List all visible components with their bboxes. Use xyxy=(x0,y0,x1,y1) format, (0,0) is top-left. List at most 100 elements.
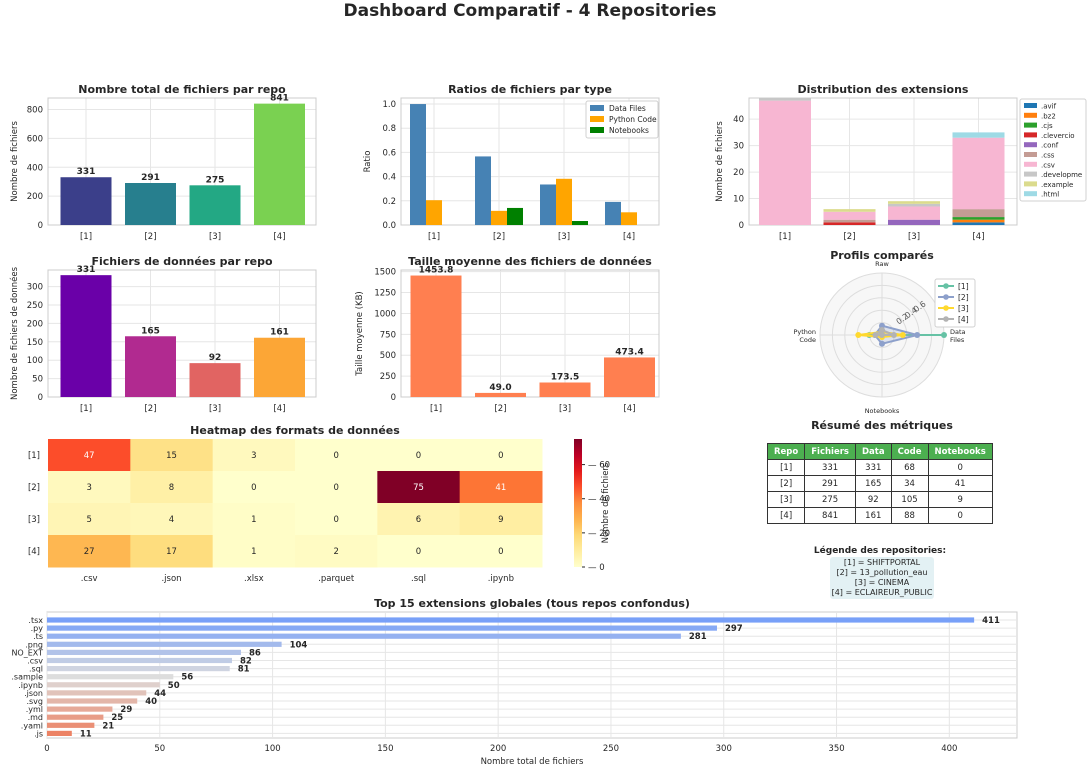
data-files-chart-ytick-label: 300 xyxy=(27,283,43,293)
heatmap-chart-colorbar-tick-label: — 40 xyxy=(588,495,610,505)
extension-dist-chart-legend-label: .example xyxy=(1041,181,1073,189)
top-extensions-chart-value-label: 21 xyxy=(102,721,114,731)
top-extensions-chart-value-label: 29 xyxy=(120,705,132,715)
extension-dist-chart-ytick-label: 0 xyxy=(739,221,744,231)
heatmap-chart-cell-value: 0 xyxy=(498,451,503,461)
total-files-chart-value-label: 841 xyxy=(270,94,289,104)
avg-size-chart-title: Taille moyenne des fichiers de données xyxy=(408,255,652,268)
radar-chart-series-point xyxy=(879,332,885,338)
radar-chart-series-point xyxy=(914,332,921,338)
total-files-chart-ytick-label: 0 xyxy=(38,221,43,231)
extension-dist-chart-ytick-label: 10 xyxy=(733,195,744,205)
data-files-chart-xtick-label: [3] xyxy=(209,404,221,414)
data-files-chart-ytick-label: 200 xyxy=(27,319,43,329)
top-extensions-chart-xtick-label: 200 xyxy=(490,744,506,754)
ratio-chart-legend-label: Notebooks xyxy=(609,126,649,135)
extension-dist-chart-legend-swatch xyxy=(1024,142,1037,148)
radar-chart-axis-label: Code xyxy=(799,336,816,344)
top-extensions-chart-category-label: .png xyxy=(25,640,43,649)
heatmap-chart-cell xyxy=(295,503,378,536)
heatmap-chart-cell xyxy=(212,471,296,504)
extension-dist-chart-xtick-label: [3] xyxy=(908,232,920,242)
heatmap-chart-cell xyxy=(48,535,131,568)
heatmap-chart-cell xyxy=(130,503,214,536)
top-extensions-chart-bar xyxy=(47,649,241,655)
radar-chart-series-point xyxy=(899,332,906,338)
heatmap-chart-cell-value: 3 xyxy=(251,451,256,461)
top-extensions-chart-category-label: .csv xyxy=(27,657,43,666)
radar-chart-axis-label: Python xyxy=(793,328,816,336)
extension-dist-chart-legend-swatch xyxy=(1024,161,1037,167)
summary-table: Repo Fichiers Data Code Notebooks [1] 33… xyxy=(766,443,993,524)
heatmap-chart-cell-value: 0 xyxy=(498,547,503,557)
radar-chart-series-point xyxy=(855,332,862,338)
heatmap-chart-cell-value: 3 xyxy=(86,483,91,493)
extension-dist-chart-xtick-label: [1] xyxy=(779,232,791,242)
radar-chart-legend-label: [4] xyxy=(958,315,969,324)
top-extensions-chart-xtick-label: 300 xyxy=(716,744,732,754)
top-extensions-chart-category-label: .md xyxy=(28,713,43,722)
top-extensions-chart-bar xyxy=(47,714,104,720)
heatmap-chart-cell xyxy=(48,439,131,472)
heatmap-chart-cell xyxy=(295,535,378,568)
top-extensions-chart-value-label: 411 xyxy=(982,616,1000,626)
heatmap-chart-cell-value: 4 xyxy=(169,515,174,525)
top-extensions-chart-category-label: .yaml xyxy=(21,721,43,730)
total-files-chart-ylabel: Nombre de fichiers xyxy=(10,121,20,202)
top-extensions-chart-category-label: .ts xyxy=(33,632,43,641)
avg-size-chart-value-label: 173.5 xyxy=(551,373,579,383)
summary-cell: 331 xyxy=(854,459,892,476)
ratio-chart-border xyxy=(400,97,660,226)
extension-dist-chart-border xyxy=(748,97,1018,226)
summary-cell: 105 xyxy=(890,491,929,508)
heatmap-chart-cell xyxy=(377,535,461,568)
repo-legend-line: [1] = SHIFTPORTAL xyxy=(843,558,921,567)
top-extensions-chart-bar xyxy=(47,722,95,728)
radar-chart-series-point xyxy=(879,340,885,347)
extension-dist-chart-segment xyxy=(759,98,811,101)
radar-chart-legend-marker xyxy=(943,316,949,322)
data-files-chart-ylabel: Nombre de fichiers de données xyxy=(9,266,20,400)
heatmap-chart-col-label: .csv xyxy=(81,574,98,584)
top-extensions-chart-bar xyxy=(47,698,138,704)
extension-dist-chart-legend-label: .cjs xyxy=(1041,122,1053,130)
total-files-chart-bar xyxy=(254,103,305,225)
avg-size-chart-ytick-label: 750 xyxy=(380,330,396,340)
ratio-chart-legend-swatch xyxy=(590,105,604,111)
heatmap-chart-col-label: .parquet xyxy=(318,574,355,584)
top-extensions-chart-value-label: 56 xyxy=(181,673,193,683)
total-files-chart-value-label: 331 xyxy=(77,167,96,177)
extension-dist-chart-segment xyxy=(888,206,940,220)
heatmap-chart-col-label: .json xyxy=(161,574,181,584)
top-extensions-chart-bar xyxy=(47,641,282,647)
avg-size-chart-bar xyxy=(475,392,526,397)
heatmap-chart-cell xyxy=(459,471,543,504)
top-extensions-chart-value-label: 281 xyxy=(689,632,707,642)
data-files-chart-bar xyxy=(60,275,112,397)
ratio-chart-bar xyxy=(507,207,523,225)
total-files-chart-xtick-label: [3] xyxy=(209,232,221,242)
ratio-chart-legend-label: Data Files xyxy=(609,104,646,113)
top-extensions-chart-value-label: 297 xyxy=(725,624,743,634)
radar-chart-legend-label: [3] xyxy=(958,304,969,313)
top-extensions-chart-value-label: 104 xyxy=(290,640,308,650)
heatmap-chart-colorbar-label: Nombre de fichiers xyxy=(601,462,611,543)
ratio-chart-ytick-label: 0.0 xyxy=(382,221,396,231)
heatmap-chart-cell-value: 15 xyxy=(166,451,177,461)
ratio-chart-ylabel: Ratio xyxy=(363,151,373,173)
radar-chart-legend-label: [2] xyxy=(958,293,969,302)
radar-chart-axis-label: Data xyxy=(950,328,966,336)
ratio-chart-bar xyxy=(491,210,507,225)
ratio-chart-ytick-label: 1.0 xyxy=(382,100,396,110)
top-extensions-chart-category-label: .svg xyxy=(26,697,43,706)
top-extensions-chart-value-label: 44 xyxy=(154,689,166,699)
heatmap-chart-cell-value: 0 xyxy=(333,451,338,461)
avg-size-chart-xtick-label: [2] xyxy=(494,404,506,414)
heatmap-chart-cell-value: 1 xyxy=(251,515,256,525)
extension-dist-chart-legend-label: .clevercio xyxy=(1041,132,1075,140)
data-files-chart-bar xyxy=(254,337,305,397)
top-extensions-chart-category-label: .yml xyxy=(26,705,43,714)
top-extensions-chart-xlabel: Nombre total de fichiers xyxy=(481,757,584,767)
data-files-chart-ytick-label: 250 xyxy=(27,301,43,311)
heatmap-chart-cell xyxy=(130,439,214,472)
